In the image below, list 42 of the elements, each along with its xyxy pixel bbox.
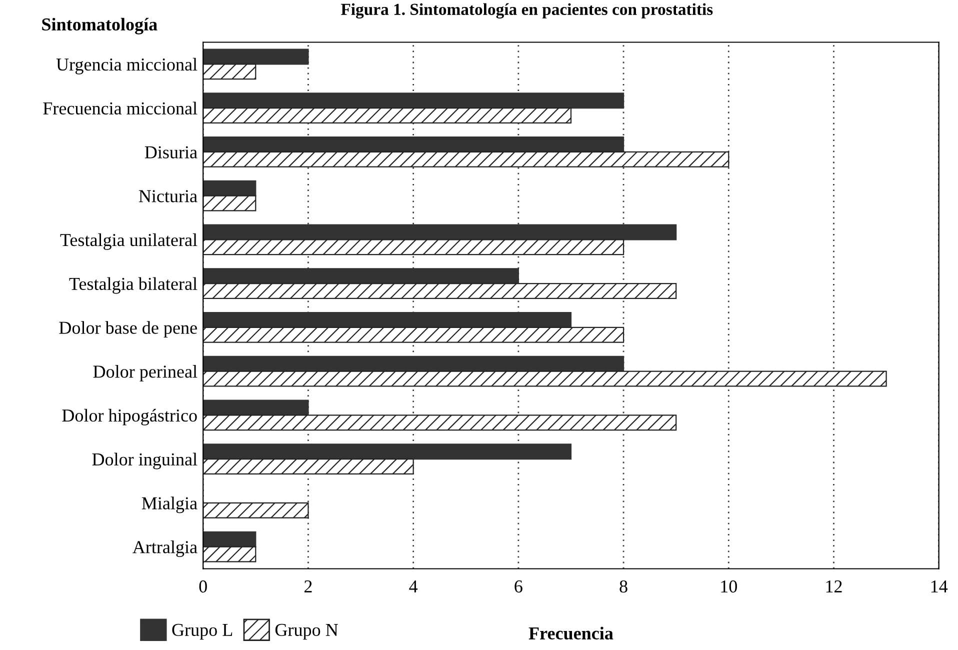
- y-tick-label: Disuria: [144, 146, 198, 158]
- y-tick-label: Dolor hipogástrico: [62, 408, 197, 426]
- x-tick-label: 0: [199, 580, 207, 593]
- bar: [203, 400, 309, 416]
- x-tick-label: 4: [409, 580, 418, 592]
- x-tick-label: 2: [304, 580, 312, 592]
- chart-title: Figura 1. Sintomatología en pacientes con prostatitis: [340, 3, 713, 19]
- y-tick-label: Artralgia: [132, 540, 198, 557]
- x-tick-label: 8: [620, 580, 628, 593]
- legend-label: Grupo N: [275, 624, 338, 640]
- bar: [203, 283, 677, 300]
- y-tick-label: Dolor base de pene: [59, 321, 197, 338]
- bar: [203, 195, 256, 212]
- legend-label: Grupo L: [172, 624, 232, 640]
- y-tick-label: Mialgia: [142, 496, 198, 514]
- y-axis-title: Sintomatología: [42, 18, 158, 34]
- y-tick-label: Testalgia bilateral: [69, 277, 198, 294]
- bar: [203, 108, 572, 124]
- y-tick-label: Nicturia: [138, 190, 198, 202]
- y-tick-label: Dolor inguinal: [92, 452, 198, 470]
- x-tick-label: 10: [721, 580, 737, 593]
- y-tick-label: Dolor perineal: [93, 365, 198, 382]
- bar: [203, 414, 677, 431]
- bar: [203, 502, 309, 518]
- x-tick-label: 12: [826, 580, 842, 592]
- y-tick-label: Testalgia unilateral: [60, 233, 198, 250]
- bar: [203, 356, 624, 372]
- bar: [203, 64, 256, 80]
- bar: [203, 48, 309, 65]
- x-tick-label: 6: [514, 580, 522, 593]
- bar: [203, 444, 572, 460]
- x-axis-title: Frecuencia: [528, 626, 614, 640]
- bar: [203, 151, 730, 168]
- bar: [203, 326, 624, 343]
- bar: [203, 370, 887, 387]
- bar: [203, 312, 572, 328]
- x-tick-label: 14: [931, 580, 948, 592]
- y-tick-label: Urgencia miccional: [56, 58, 198, 74]
- bar: [203, 546, 256, 562]
- y-tick-label: Frecuencia miccional: [43, 102, 198, 115]
- bar: [203, 458, 414, 475]
- bar: [203, 239, 624, 256]
